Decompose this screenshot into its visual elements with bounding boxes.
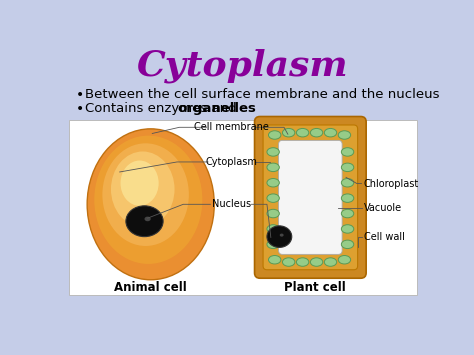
Text: Animal cell: Animal cell [114, 281, 187, 294]
Text: Cytoplasm: Cytoplasm [137, 48, 349, 83]
Text: Vacuole: Vacuole [364, 203, 402, 213]
Ellipse shape [280, 234, 283, 237]
Text: •: • [76, 88, 84, 102]
Ellipse shape [310, 258, 323, 266]
Text: Plant cell: Plant cell [284, 281, 346, 294]
Ellipse shape [324, 258, 337, 266]
Ellipse shape [111, 152, 174, 227]
Text: Cell wall: Cell wall [364, 232, 405, 242]
Ellipse shape [341, 209, 354, 218]
FancyBboxPatch shape [263, 125, 357, 270]
Ellipse shape [310, 129, 323, 137]
Text: •: • [76, 102, 84, 116]
Ellipse shape [267, 148, 279, 156]
Ellipse shape [338, 131, 351, 139]
Ellipse shape [341, 163, 354, 171]
Ellipse shape [126, 206, 163, 237]
Ellipse shape [341, 179, 354, 187]
Ellipse shape [120, 160, 159, 206]
Ellipse shape [145, 217, 151, 221]
Ellipse shape [267, 194, 279, 202]
Ellipse shape [296, 129, 309, 137]
FancyBboxPatch shape [255, 116, 366, 278]
Text: Nucleus: Nucleus [212, 199, 251, 209]
Ellipse shape [267, 240, 279, 248]
Text: Cell membrane: Cell membrane [194, 122, 269, 132]
Ellipse shape [102, 143, 189, 246]
Ellipse shape [341, 194, 354, 202]
Ellipse shape [94, 136, 202, 264]
Ellipse shape [341, 225, 354, 233]
Ellipse shape [296, 258, 309, 266]
Ellipse shape [267, 209, 279, 218]
FancyBboxPatch shape [279, 140, 342, 254]
Text: Between the cell surface membrane and the nucleus: Between the cell surface membrane and th… [85, 88, 439, 102]
Ellipse shape [267, 179, 279, 187]
Text: Chloroplast: Chloroplast [364, 179, 419, 189]
Ellipse shape [268, 256, 281, 264]
Text: Cytoplasm: Cytoplasm [205, 157, 257, 167]
Ellipse shape [283, 129, 295, 137]
Ellipse shape [268, 131, 281, 139]
Ellipse shape [324, 129, 337, 137]
Ellipse shape [267, 163, 279, 171]
FancyBboxPatch shape [69, 120, 417, 295]
Ellipse shape [267, 226, 292, 247]
Ellipse shape [87, 129, 214, 280]
Text: organelles: organelles [177, 102, 256, 115]
Ellipse shape [341, 148, 354, 156]
Text: Contains enzymes and: Contains enzymes and [85, 102, 241, 115]
Ellipse shape [338, 256, 351, 264]
Ellipse shape [341, 240, 354, 248]
Ellipse shape [283, 258, 295, 266]
Ellipse shape [267, 225, 279, 233]
